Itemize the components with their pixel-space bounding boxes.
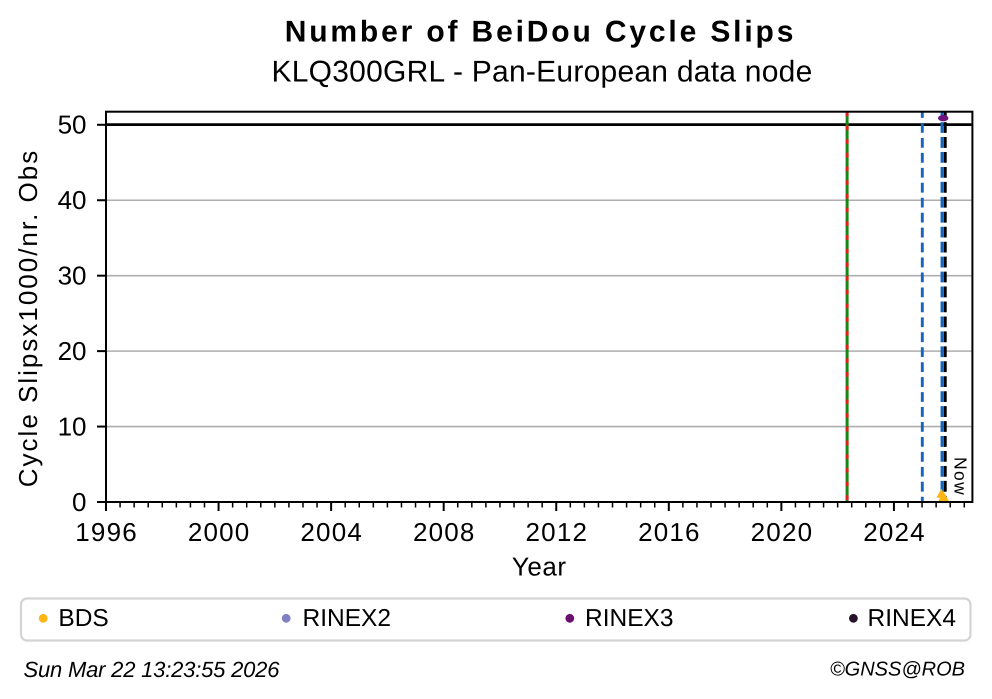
svg-text:KLQ300GRL - Pan-European data: KLQ300GRL - Pan-European data node xyxy=(271,56,812,89)
svg-text:40: 40 xyxy=(58,185,87,215)
svg-text:2004: 2004 xyxy=(300,517,363,547)
svg-text:2008: 2008 xyxy=(413,517,476,547)
svg-text:RINEX4: RINEX4 xyxy=(868,605,957,632)
svg-text:2020: 2020 xyxy=(751,517,814,547)
svg-text:Sun Mar 22 13:23:55 2026: Sun Mar 22 13:23:55 2026 xyxy=(24,657,281,682)
svg-text:2024: 2024 xyxy=(863,517,926,547)
svg-text:Number of BeiDou Cycle Slips: Number of BeiDou Cycle Slips xyxy=(285,15,797,48)
svg-text:2016: 2016 xyxy=(638,517,701,547)
svg-text:1996: 1996 xyxy=(75,517,138,547)
svg-text:RINEX2: RINEX2 xyxy=(303,605,392,632)
svg-text:30: 30 xyxy=(58,260,87,290)
svg-text:50: 50 xyxy=(58,110,87,140)
svg-text:20: 20 xyxy=(58,336,87,366)
svg-text:2012: 2012 xyxy=(526,517,589,547)
svg-text:10: 10 xyxy=(58,411,87,441)
svg-text:©GNSS@ROB: ©GNSS@ROB xyxy=(830,659,965,681)
svg-text:RINEX3: RINEX3 xyxy=(585,605,674,632)
svg-text:Year: Year xyxy=(512,552,567,582)
svg-text:Now: Now xyxy=(950,457,970,496)
svg-text:BDS: BDS xyxy=(58,605,108,632)
svg-text:Cycle Slipsx1000/nr. Obs: Cycle Slipsx1000/nr. Obs xyxy=(13,149,43,487)
svg-text:0: 0 xyxy=(72,487,86,517)
svg-text:2000: 2000 xyxy=(188,517,251,547)
